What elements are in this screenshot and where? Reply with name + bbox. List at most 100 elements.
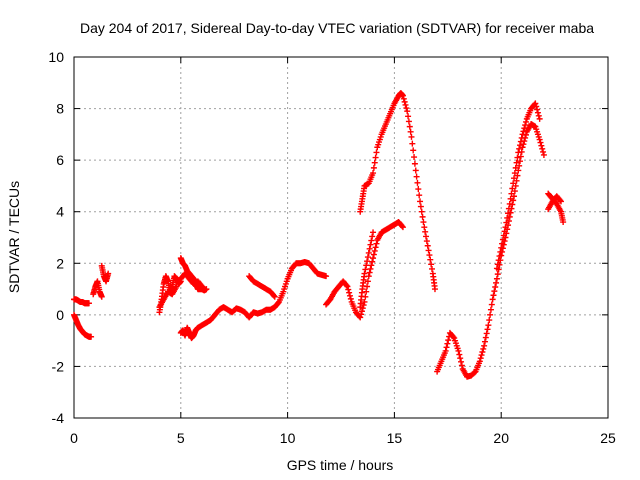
data-point-fill	[511, 170, 518, 177]
data-point-fill	[482, 334, 489, 341]
data-point	[536, 115, 543, 122]
series-seg6	[156, 283, 180, 311]
data-point-fill	[366, 269, 373, 276]
x-tick-label: 0	[70, 430, 78, 446]
data-point	[515, 149, 522, 156]
data-point-fill	[537, 139, 544, 146]
data-point-fill	[420, 219, 427, 226]
data-point	[344, 283, 351, 290]
data-point-fill	[500, 232, 507, 239]
data-point	[323, 273, 330, 280]
grid-lines	[74, 57, 608, 418]
data-point-fill	[505, 210, 512, 217]
data-point-fill	[477, 355, 484, 362]
data-point-fill	[372, 244, 379, 251]
data-point-fill	[419, 213, 426, 220]
data-point-fill	[518, 134, 525, 141]
data-point-fill	[503, 219, 510, 226]
data-point-fill	[520, 128, 527, 135]
data-point-fill	[456, 351, 463, 358]
data-point-fill	[504, 214, 511, 221]
data-point-fill	[368, 237, 375, 244]
data-point	[85, 300, 92, 307]
y-tick-label: 10	[48, 49, 64, 65]
data-point-fill	[409, 140, 416, 147]
data-point-fill	[479, 348, 486, 355]
data-point-fill	[358, 311, 365, 318]
data-point-fill	[270, 292, 277, 299]
data-point-fill	[510, 180, 517, 187]
data-point	[399, 92, 406, 99]
data-point	[361, 270, 368, 277]
data-marks	[71, 90, 567, 380]
data-point-fill	[499, 240, 506, 247]
data-point	[105, 270, 112, 277]
data-point-fill	[370, 251, 377, 258]
data-point-fill	[275, 299, 282, 306]
data-point-fill	[423, 238, 430, 245]
data-point-fill	[508, 190, 515, 197]
data-point-fill	[198, 282, 205, 289]
data-point-fill	[411, 154, 418, 161]
y-tick-label: -2	[52, 358, 65, 374]
data-point-fill	[363, 262, 370, 269]
data-point-fill	[480, 345, 487, 352]
y-tick-label: 6	[56, 152, 64, 168]
data-point-fill	[427, 256, 434, 263]
data-point-fill	[364, 278, 371, 285]
data-point-fill	[428, 261, 435, 268]
data-point-fill	[444, 340, 451, 347]
data-point-fill	[413, 173, 420, 180]
data-point-fill	[422, 228, 429, 235]
y-tick-label: 4	[56, 204, 64, 220]
data-point-fill	[492, 284, 499, 291]
data-point-fill	[516, 158, 523, 165]
data-point	[88, 333, 95, 340]
data-point	[417, 198, 424, 205]
data-point-fill	[346, 289, 353, 296]
data-point-fill	[371, 247, 378, 254]
data-point	[502, 224, 509, 231]
y-tick-label: 2	[56, 255, 64, 271]
data-point	[370, 255, 377, 262]
x-tick-label: 10	[280, 430, 296, 446]
data-point	[493, 265, 500, 272]
data-point-fill	[499, 236, 506, 243]
data-point-fill	[538, 142, 545, 149]
y-tick-label: 0	[56, 307, 64, 323]
data-point-fill	[534, 109, 541, 116]
data-point	[425, 247, 432, 254]
data-point	[540, 151, 547, 158]
data-point-fill	[424, 242, 431, 249]
data-point-fill	[416, 192, 423, 199]
x-tick-label: 15	[387, 430, 403, 446]
data-point-fill	[521, 125, 528, 132]
data-point	[476, 358, 483, 365]
data-point-fill	[533, 103, 540, 110]
data-point	[511, 175, 518, 182]
data-point	[399, 224, 406, 231]
data-point-fill	[486, 317, 493, 324]
data-point-fill	[406, 123, 413, 130]
data-point	[199, 283, 206, 290]
series-seg3	[90, 278, 105, 300]
data-point-fill	[345, 286, 352, 293]
data-point	[560, 219, 567, 226]
data-point	[98, 293, 105, 300]
data-point-fill	[458, 358, 465, 365]
data-point-fill	[428, 265, 435, 272]
data-point-fill	[522, 118, 529, 125]
data-point-fill	[423, 233, 430, 240]
data-point	[506, 200, 513, 207]
data-point	[498, 244, 505, 251]
data-point-fill	[358, 308, 365, 315]
data-point-fill	[443, 344, 450, 351]
series-seg9	[177, 258, 330, 342]
data-point-fill	[364, 258, 371, 265]
data-point-fill	[494, 271, 501, 278]
data-point-fill	[403, 105, 410, 112]
data-point-fill	[372, 154, 379, 161]
data-point-fill	[367, 241, 374, 248]
data-point-fill	[400, 95, 407, 102]
series-seg8	[177, 270, 206, 290]
